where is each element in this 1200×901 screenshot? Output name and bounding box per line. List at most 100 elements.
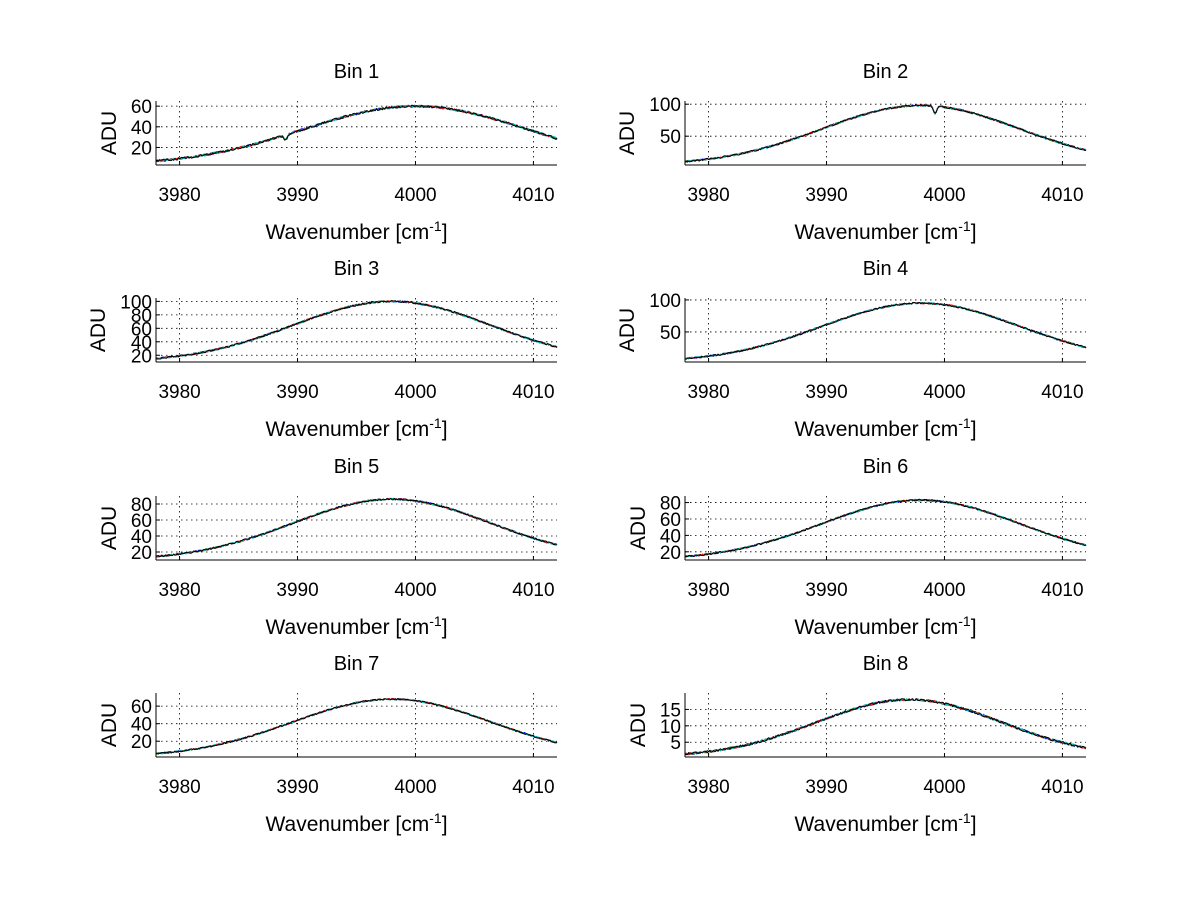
bin-5-xlabel: Wavenumber [cm-1] xyxy=(265,613,447,639)
bin-8-series-5 xyxy=(684,698,1087,756)
bin-2-xlabel-sup: -1 xyxy=(958,218,971,234)
bin-4-xlabel-text: Wavenumber [cm xyxy=(794,418,958,441)
bin-6-xtick-label: 4010 xyxy=(1041,580,1083,601)
bin-3-title: Bin 3 xyxy=(334,258,380,280)
bin-5-xlabel-suffix: ] xyxy=(442,616,448,639)
bin-4-xtick-label: 4010 xyxy=(1041,382,1083,403)
bin-6-ytick-label: 20 xyxy=(660,543,681,564)
bin-4-xlabel-suffix: ] xyxy=(971,418,977,441)
bin-8-xtick-label: 3980 xyxy=(687,777,729,798)
bin-1-xtick-label: 4000 xyxy=(394,185,436,206)
bin-8-title: Bin 8 xyxy=(863,653,909,675)
bin-3-series-5 xyxy=(155,300,558,360)
bin-6-xlabel-sup: -1 xyxy=(958,613,971,629)
bin-5-ytick-label: 40 xyxy=(131,527,152,548)
bin-7-xtick-label: 4000 xyxy=(394,777,436,798)
bin-2-title: Bin 2 xyxy=(863,61,909,83)
bin-5-xlabel-text: Wavenumber [cm xyxy=(265,616,429,639)
bin-8-xlabel-suffix: ] xyxy=(971,813,977,836)
bin-5-xlabel-sup: -1 xyxy=(429,613,442,629)
bin-2-xlabel-text: Wavenumber [cm xyxy=(794,221,958,244)
bin-1-ylabel: ADU xyxy=(98,111,121,155)
bin-6-ytick-label: 80 xyxy=(660,494,681,515)
bin-8-ylabel: ADU xyxy=(627,703,650,747)
bin-1-ytick-label: 60 xyxy=(131,97,152,118)
bin-2-xtick-label: 3990 xyxy=(805,185,847,206)
bin-8-xlabel-text: Wavenumber [cm xyxy=(794,813,958,836)
bin-1-xlabel-sup: -1 xyxy=(429,218,442,234)
bin-7-ytick-label: 40 xyxy=(131,715,152,736)
bin-8-xtick-label: 3990 xyxy=(805,777,847,798)
bin-3-ylabel: ADU xyxy=(87,308,110,352)
bin-2-xtick-label: 4010 xyxy=(1041,185,1083,206)
bin-1-xlabel-text: Wavenumber [cm xyxy=(265,221,429,244)
bin-1-ytick-label: 40 xyxy=(131,118,152,139)
bin-2-xlabel: Wavenumber [cm-1] xyxy=(794,218,976,244)
bin-5-xtick-label: 4000 xyxy=(394,580,436,601)
bin-6-series-5 xyxy=(684,498,1087,558)
bin-2-ytick-label: 100 xyxy=(649,95,681,116)
bin-1-xtick-label: 3980 xyxy=(158,185,200,206)
bin-3-xlabel-text: Wavenumber [cm xyxy=(265,418,429,441)
bin-8-ytick-label: 15 xyxy=(660,700,681,721)
bin-2-ylabel: ADU xyxy=(616,111,639,155)
bin-4-ylabel: ADU xyxy=(616,308,639,352)
bin-4-xtick-label: 4000 xyxy=(923,382,965,403)
bin-2-xlabel-suffix: ] xyxy=(971,221,977,244)
bin-3-ytick-label: 20 xyxy=(131,346,152,367)
bin-3-ytick-label: 60 xyxy=(131,319,152,340)
bin-5-ytick-label: 20 xyxy=(131,543,152,564)
bin-4-title: Bin 4 xyxy=(863,258,909,280)
bin-3-xlabel: Wavenumber [cm-1] xyxy=(265,415,447,441)
bin-1-series-5 xyxy=(155,104,558,162)
bin-1-xtick-label: 4010 xyxy=(512,185,554,206)
bin-6-xlabel-suffix: ] xyxy=(971,616,977,639)
bin-7-ylabel: ADU xyxy=(98,703,121,747)
bin-2-series-5 xyxy=(684,104,1087,163)
bin-7-ytick-label: 60 xyxy=(131,697,152,718)
bin-8-ytick-label: 10 xyxy=(660,717,681,738)
bin-3-xtick-label: 3980 xyxy=(158,382,200,403)
bin-5-series-5 xyxy=(155,497,558,558)
bin-2-panel: Bin 2 3980 3990 4000 4010 50 100 Wavenumber [cm… xyxy=(616,61,1087,244)
bin-6-ytick-label: 60 xyxy=(660,510,681,531)
bin-3-xlabel-sup: -1 xyxy=(429,415,442,431)
bin-4-ytick-label: 100 xyxy=(649,291,681,312)
bin-1-ytick-label: 20 xyxy=(131,138,152,159)
bin-2-xtick-label: 3980 xyxy=(687,185,729,206)
bin-7-xtick-label: 3980 xyxy=(158,777,200,798)
bin-4-xtick-label: 3990 xyxy=(805,382,847,403)
bin-7-series-5 xyxy=(156,697,558,755)
bin-8-xlabel: Wavenumber [cm-1] xyxy=(794,810,976,836)
bin-6-xtick-label: 3980 xyxy=(687,580,729,601)
bin-4-xlabel: Wavenumber [cm-1] xyxy=(794,415,976,441)
bin-4-panel: Bin 4 3980 3990 4000 4010 50 100 Wavenumber [cm… xyxy=(616,258,1087,441)
bin-7-xlabel: Wavenumber [cm-1] xyxy=(265,810,447,836)
bin-7-title: Bin 7 xyxy=(334,653,380,675)
bin-3-xlabel-suffix: ] xyxy=(442,418,448,441)
bin-8-xlabel-sup: -1 xyxy=(958,810,971,826)
bin-8-ytick-label: 5 xyxy=(670,733,681,754)
bin-7-ytick-label: 20 xyxy=(131,732,152,753)
bin-4-series-4 xyxy=(684,301,1087,360)
bin-5-title: Bin 5 xyxy=(334,456,380,478)
bin-5-ytick-label: 60 xyxy=(131,511,152,532)
bin-8-xtick-label: 4010 xyxy=(1041,777,1083,798)
bin-3-ytick-label: 40 xyxy=(131,333,152,354)
bin-2-ytick-label: 50 xyxy=(660,127,681,148)
bin-3-xtick-label: 4000 xyxy=(394,382,436,403)
bin-7-xtick-label: 3990 xyxy=(276,777,318,798)
bin-2-xtick-label: 4000 xyxy=(923,185,965,206)
bin-7-xlabel-text: Wavenumber [cm xyxy=(265,813,429,836)
bin-2-series-4 xyxy=(684,104,1087,163)
bin-6-ylabel: ADU xyxy=(627,506,650,550)
bin-6-xlabel-text: Wavenumber [cm xyxy=(794,616,958,639)
bin-4-xlabel-sup: -1 xyxy=(958,415,971,431)
bin-7-xlabel-suffix: ] xyxy=(442,813,448,836)
